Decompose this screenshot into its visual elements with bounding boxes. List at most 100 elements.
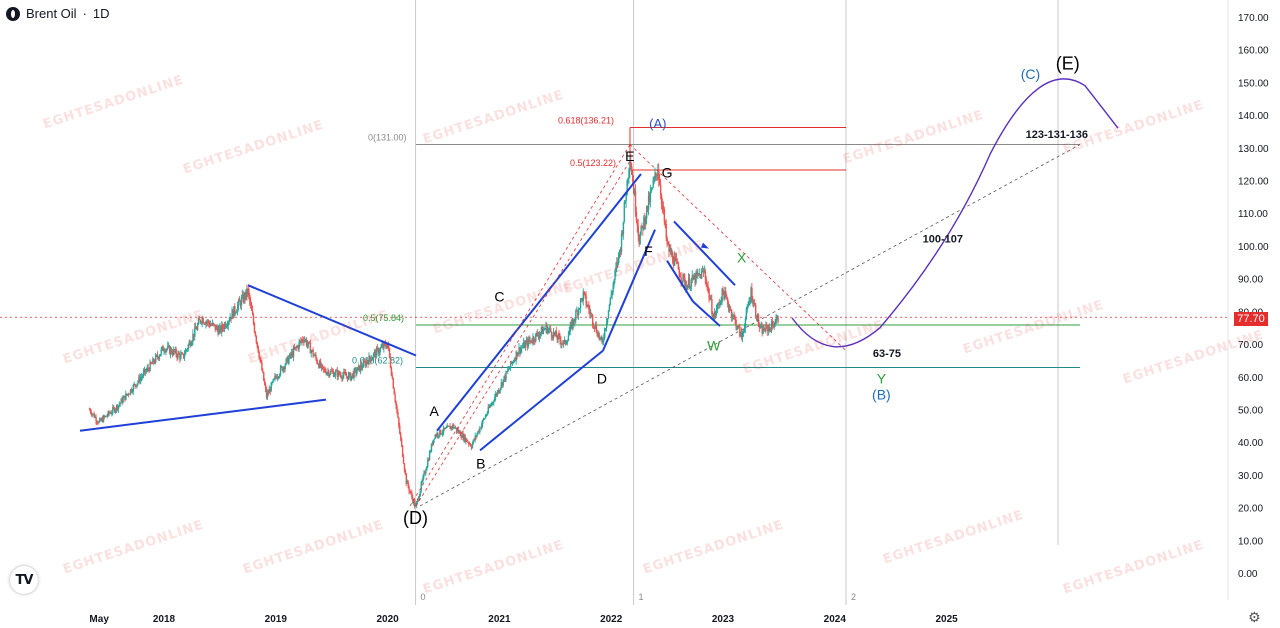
candle-body: [244, 293, 246, 299]
candle-body: [171, 353, 174, 355]
candle-body: [294, 347, 297, 350]
candle-body: [649, 191, 652, 203]
candle-body: [742, 331, 745, 334]
candle-body: [285, 359, 287, 365]
candle-body: [330, 370, 332, 374]
candle-body: [99, 418, 101, 422]
candle-body: [740, 331, 742, 337]
candle-body: [201, 318, 203, 323]
x-tick-label: 2022: [600, 614, 623, 625]
candle-body: [121, 398, 123, 403]
candle-body: [533, 336, 535, 341]
candle-body: [695, 272, 697, 283]
candle-body: [169, 348, 172, 354]
candle-body: [264, 380, 266, 385]
candle-body: [316, 358, 318, 363]
candle-body: [605, 322, 608, 329]
candle-body: [219, 326, 221, 329]
candle-body: [116, 405, 119, 410]
gear-icon[interactable]: ⚙: [1248, 610, 1261, 626]
candle-body: [423, 472, 425, 477]
falling-channel-lower-a: [666, 260, 694, 303]
triangle-upper-trendline: [247, 284, 417, 357]
candle-body: [755, 315, 758, 321]
candle-body: [188, 341, 190, 345]
candle-body: [231, 310, 233, 320]
candle-body: [476, 433, 478, 437]
candle-body: [723, 291, 725, 300]
candle-body: [593, 326, 596, 329]
candle-body: [452, 424, 454, 428]
candle-body: [747, 304, 749, 307]
candle-body: [601, 337, 603, 343]
candle-body: [152, 358, 154, 364]
candle-body: [264, 384, 267, 390]
candle-body: [282, 367, 285, 371]
candle-body: [485, 414, 488, 416]
candle-body: [766, 324, 768, 326]
candle-body: [146, 367, 149, 371]
x-tick-label: 2020: [376, 614, 399, 625]
candle-body: [275, 376, 277, 377]
candle-body: [238, 299, 241, 302]
candle-body: [505, 371, 507, 380]
candle-body: [621, 233, 624, 235]
candle-body: [168, 345, 170, 347]
candle-body: [372, 357, 374, 359]
candle-body: [676, 261, 679, 263]
candle-body: [239, 301, 242, 307]
candle-body: [363, 361, 366, 362]
candle-body: [327, 371, 329, 373]
tradingview-logo-icon[interactable]: TV: [10, 566, 38, 594]
candle-body: [672, 252, 674, 263]
candle-body: [262, 370, 264, 373]
symbol-header[interactable]: Brent Oil · 1D: [6, 6, 110, 21]
candle-body: [359, 364, 362, 372]
candle-body: [500, 382, 503, 388]
candle-body: [349, 372, 352, 381]
candle-body: [192, 333, 194, 342]
candle-body: [328, 371, 330, 376]
candle-body: [436, 433, 438, 437]
candle-body: [679, 275, 681, 278]
candle-body: [642, 225, 644, 230]
candle-body: [535, 333, 537, 342]
candle-body: [569, 325, 572, 332]
candle-body: [759, 327, 762, 329]
candle-body: [153, 358, 155, 363]
candle-body: [670, 248, 672, 255]
candle-body: [427, 460, 429, 467]
candle-body: [290, 353, 292, 356]
candle-body: [277, 376, 280, 378]
candle-body: [172, 349, 175, 355]
candle-body: [752, 301, 754, 304]
candle-body: [139, 376, 141, 382]
target-annotation: 63-75: [873, 348, 901, 360]
candle-body: [710, 299, 712, 300]
candle-body: [770, 321, 773, 332]
candle-body: [437, 433, 439, 437]
candle-body: [223, 323, 226, 330]
candle-body: [470, 446, 473, 448]
candle-body: [572, 319, 574, 329]
y-tick-label: 10.00: [1238, 536, 1263, 547]
candle-body: [387, 344, 389, 349]
candle-body: [265, 389, 268, 398]
candle-body: [302, 339, 304, 341]
candle-body: [129, 389, 132, 394]
candle-body: [344, 371, 346, 374]
candle-body: [622, 221, 625, 235]
candle-body: [377, 348, 380, 354]
candle-body: [186, 349, 189, 350]
candle-body: [242, 294, 244, 302]
candle-body: [386, 346, 388, 349]
candle-body: [295, 347, 298, 348]
candle-body: [573, 319, 575, 322]
candle-body: [394, 394, 396, 402]
candle-body: [444, 427, 447, 430]
candle-body: [565, 342, 568, 344]
triangle-lower-trendline: [79, 398, 327, 432]
candle-body: [266, 392, 269, 398]
candle-body: [235, 312, 237, 314]
